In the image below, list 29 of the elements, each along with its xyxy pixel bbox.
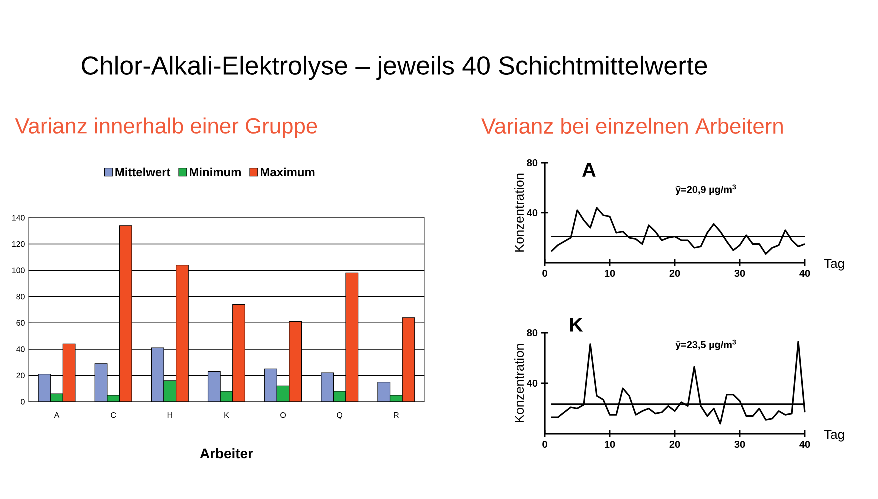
- chart-title: A: [582, 163, 596, 177]
- x-tick-label: 20: [670, 441, 680, 448]
- x-tick-label: 10: [605, 270, 616, 278]
- y-tick-label: 40: [527, 380, 538, 388]
- y-tick-label: 80: [527, 159, 538, 167]
- x-tick-label: 40: [800, 270, 810, 278]
- chart-title: K: [570, 318, 584, 332]
- y-axis-title: Konzentration: [514, 344, 524, 422]
- x-axis-title: Arbeiter: [200, 448, 254, 459]
- x-axis-title: Tag: [824, 259, 844, 271]
- x-tick-label: 40: [800, 441, 810, 448]
- chart-title: Chlor-Alkali-Elektrolyse – jeweils 40 Schichtmittelwerte: [82, 56, 708, 80]
- ref-line-label: ȳ=23,5 µg/m$^{3}$: [676, 340, 736, 350]
- x-tick-label: 0: [542, 441, 548, 448]
- y-axis-title: Konzentration: [514, 174, 524, 252]
- x-tick-label: 30: [734, 270, 746, 278]
- ref-line-label: ȳ=20,9 µg/m$^{3}$: [676, 184, 736, 196]
- legend-label: Maximum: [261, 168, 315, 177]
- x-tick-label: 30: [734, 441, 746, 448]
- x-tick-label: 10: [605, 441, 616, 448]
- x-axis-title: Tag: [824, 430, 844, 442]
- legend-label: Mittelwert: [116, 168, 171, 177]
- legend-label: Minimum: [190, 168, 241, 177]
- x-tick-label: 20: [670, 270, 680, 278]
- chart-subtitle: Varianz innerhalb einer Gruppe: [15, 118, 318, 138]
- y-tick-label: 40: [527, 209, 538, 217]
- x-tick-label: 0: [542, 270, 548, 278]
- chart-subtitle: Varianz bei einzelnen Arbeitern: [482, 118, 783, 134]
- y-tick-label: 80: [527, 329, 538, 337]
